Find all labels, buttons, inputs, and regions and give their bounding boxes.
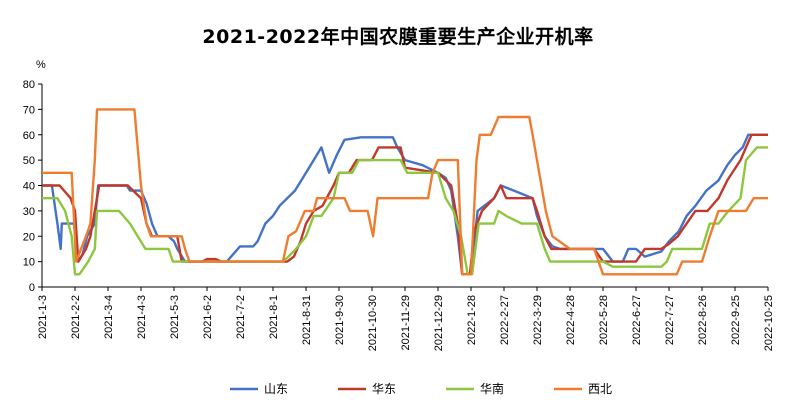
x-tick-label: 2022-1-28: [466, 295, 478, 345]
y-tick-label: 10: [23, 257, 35, 269]
x-tick-label: 2021-12-29: [433, 295, 445, 351]
series-line-1: [42, 133, 768, 276]
x-tick-label: 2021-5-3: [169, 295, 181, 339]
x-tick-label: 2022-8-26: [697, 295, 709, 345]
x-tick-label: 2021-6-2: [202, 295, 214, 339]
x-tick-label: 2022-4-28: [565, 295, 577, 345]
y-tick-label: 80: [23, 79, 35, 91]
y-tick-label: 60: [23, 130, 35, 142]
y-tick-label: 20: [23, 231, 35, 243]
x-tick-label: 2022-10-25: [763, 295, 775, 351]
x-tick-label: 2021-1-3: [37, 295, 49, 339]
x-tick-label: 2021-7-2: [235, 295, 247, 339]
x-tick-label: 2022-5-28: [598, 295, 610, 345]
x-tick-label: 2021-2-2: [70, 295, 82, 339]
x-tick-label: 2022-7-27: [664, 295, 676, 345]
y-tick-label: 70: [23, 104, 35, 116]
x-tick-label: 2022-9-25: [730, 295, 742, 345]
x-tick-label: 2022-3-29: [532, 295, 544, 345]
series-layer: [42, 108, 768, 276]
series-line-4: [42, 108, 768, 276]
x-tick-label: 2021-4-3: [136, 295, 148, 339]
axes: % 0 10 20 30 40 50 60 70 80 2021-1-3 2021-2-2 2021-3…: [23, 59, 775, 351]
y-axis-unit: %: [36, 59, 46, 71]
legend: 山东 华东 华南 西北: [230, 381, 612, 396]
x-tick-label: 2021-8-31: [301, 295, 313, 345]
legend-label: 华南: [480, 381, 504, 396]
x-tick-label: 2021-10-30: [367, 295, 379, 351]
series-line-3: [42, 146, 768, 276]
x-tick-label: 2021-11-29: [400, 295, 412, 350]
x-tick-label: 2021-3-4: [103, 295, 115, 339]
y-tick-label: 0: [29, 282, 35, 294]
x-tick-label: 2021-8-1: [268, 295, 280, 339]
legend-label: 山东: [264, 382, 288, 396]
chart-title: 2021-2022年中国农膜重要生产企业开机率: [202, 26, 594, 48]
x-tick-label: 2021-9-30: [334, 295, 346, 345]
x-tick-label: 2022-2-27: [499, 295, 511, 345]
legend-label: 华东: [372, 382, 396, 396]
y-tick-label: 40: [23, 181, 35, 193]
y-tick-label: 50: [23, 155, 35, 167]
y-tick-label: 30: [23, 206, 35, 218]
legend-label: 西北: [588, 382, 612, 396]
series-line-2: [42, 133, 768, 276]
x-tick-label: 2022-6-27: [631, 295, 643, 345]
